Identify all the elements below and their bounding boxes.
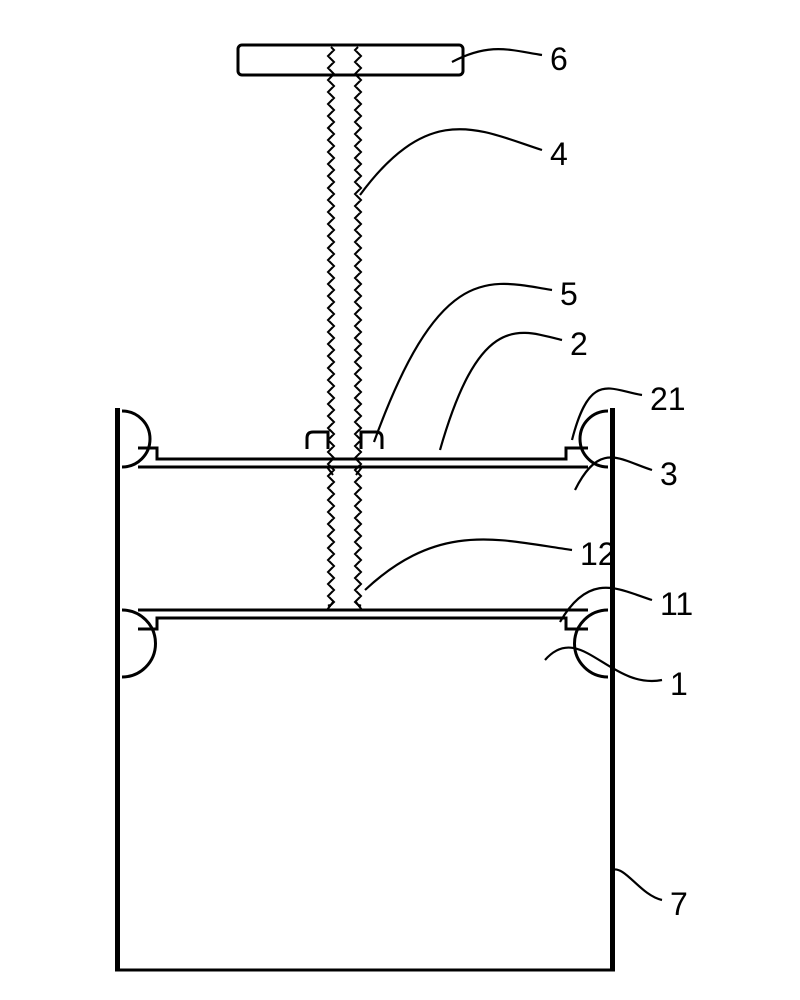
top-plate-upper: [138, 448, 588, 459]
label-l12: 12: [580, 536, 616, 572]
label-l7: 7: [670, 886, 688, 922]
bottom-plate-lower: [138, 618, 588, 629]
nut-boss: [307, 432, 382, 449]
handle: [238, 45, 463, 75]
technical-diagram: 6452213121117: [0, 0, 800, 1000]
leader-l21: [572, 389, 642, 440]
leader-l5: [374, 284, 552, 442]
label-l1: 1: [670, 666, 688, 702]
leader-l6: [452, 49, 542, 62]
screw-thread-right: [355, 47, 361, 606]
label-l2: 2: [570, 326, 588, 362]
bulge-bottom-left: [122, 610, 156, 677]
label-l6: 6: [550, 41, 568, 77]
leader-l12: [365, 540, 572, 590]
label-l11: 11: [660, 586, 693, 622]
right-bar: [610, 408, 615, 970]
leader-l7: [612, 869, 662, 900]
screw-thread-left: [328, 47, 334, 606]
leader-l11: [560, 588, 652, 622]
bulge-top-left: [122, 411, 150, 467]
leader-l4: [360, 129, 542, 195]
label-l3: 3: [660, 456, 678, 492]
label-l21: 21: [650, 381, 686, 417]
left-bar: [115, 408, 120, 970]
bulge-bottom-right: [575, 610, 609, 677]
label-l4: 4: [550, 136, 568, 172]
leader-l2: [440, 333, 562, 450]
label-l5: 5: [560, 276, 578, 312]
